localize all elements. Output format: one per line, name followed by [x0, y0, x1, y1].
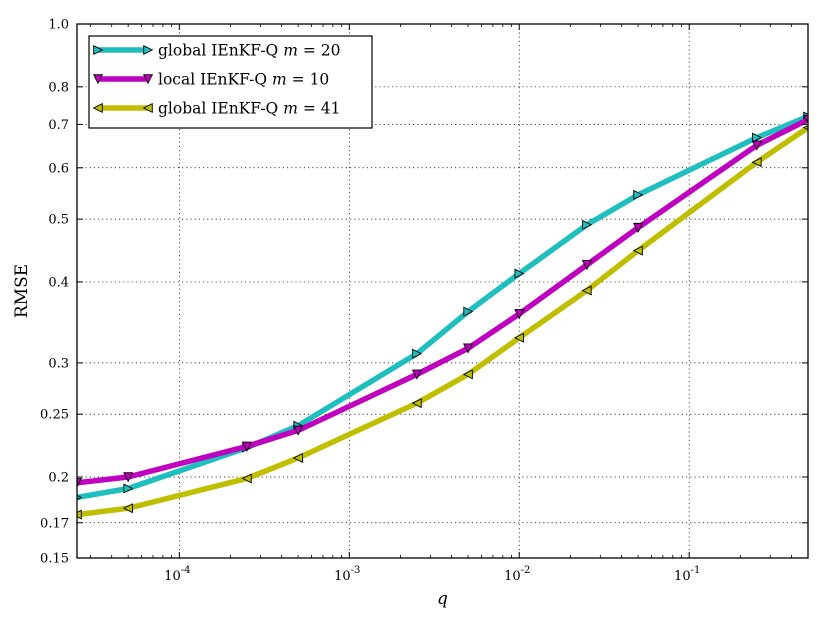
legend-swatch-marker	[142, 74, 154, 85]
series-marker	[411, 369, 422, 380]
y-axis-label: RMSE	[12, 264, 32, 318]
series-marker	[241, 473, 252, 484]
series-marker	[751, 140, 762, 151]
series-line	[77, 113, 808, 501]
series-marker	[632, 245, 643, 256]
y-tick-label: 0.25	[40, 408, 69, 423]
series-marker	[582, 219, 593, 230]
x-axis-label: q	[437, 589, 448, 609]
legend-swatch-marker	[93, 44, 104, 56]
series-marker	[462, 369, 473, 380]
series-marker	[751, 157, 762, 168]
series-marker	[241, 441, 252, 452]
series-marker	[514, 309, 525, 320]
y-tick-label: 0.6	[48, 161, 69, 176]
series-marker	[412, 348, 423, 359]
legend-entry-label: global IEnKF-Q m = 41	[158, 100, 340, 118]
series-marker	[293, 425, 304, 436]
series-marker	[77, 477, 83, 489]
series-marker	[633, 222, 644, 233]
y-tick-label: 0.7	[48, 118, 69, 133]
series-marker	[77, 494, 83, 501]
series-marker	[463, 343, 474, 354]
x-tick-label: 10-3	[334, 565, 360, 584]
x-tick-label: 10-4	[164, 565, 190, 584]
series-marker	[463, 306, 474, 317]
series-3	[77, 124, 808, 520]
series-2	[77, 114, 808, 489]
legend-swatch-marker	[142, 102, 153, 114]
series-marker	[514, 268, 525, 279]
y-tick-label: 0.3	[48, 356, 69, 371]
legend: global IEnKF-Q m = 20 local IEnKF-Q m = 1…	[88, 35, 373, 129]
series-marker	[122, 503, 133, 514]
series-marker	[411, 398, 422, 409]
series-marker	[802, 124, 808, 131]
x-tick-labels: 10-4 10-3 10-2 10-1	[164, 565, 700, 584]
y-tick-label: 0.4	[48, 275, 69, 290]
series-1	[77, 111, 808, 501]
axis-ticks	[77, 23, 808, 559]
series-marker	[123, 483, 134, 494]
legend-swatch-marker	[92, 102, 103, 114]
series-marker	[513, 332, 524, 343]
series-marker	[123, 472, 134, 483]
grid	[77, 24, 808, 558]
x-tick-label: 10-1	[674, 565, 700, 584]
y-tick-label: 0.2	[48, 471, 69, 486]
y-tick-labels: 0.15 0.17 0.2 0.25 0.3 0.4 0.5 0.6 0.7 0.8 1.0	[40, 18, 69, 567]
series-line	[77, 117, 808, 486]
series-marker	[633, 189, 644, 200]
legend-swatch-marker	[143, 44, 154, 56]
series-marker	[752, 132, 763, 143]
legend-entry-label: local IEnKF-Q m = 10	[158, 71, 329, 89]
y-tick-label: 0.17	[40, 516, 69, 531]
y-tick-label: 1.0	[48, 18, 69, 33]
plot-frame	[76, 23, 809, 559]
series-lines	[77, 111, 808, 520]
series-marker	[77, 509, 82, 520]
series-marker	[581, 260, 592, 271]
y-tick-label: 0.15	[40, 552, 69, 567]
series-marker	[581, 285, 592, 296]
legend-swatch-marker	[92, 74, 104, 85]
y-tick-label: 0.8	[48, 80, 69, 95]
series-marker	[802, 114, 808, 125]
series-marker	[292, 452, 303, 464]
y-tick-label: 0.5	[48, 213, 69, 228]
legend-entry-label: global IEnKF-Q m = 20	[158, 42, 340, 60]
x-tick-label: 10-2	[504, 565, 530, 584]
